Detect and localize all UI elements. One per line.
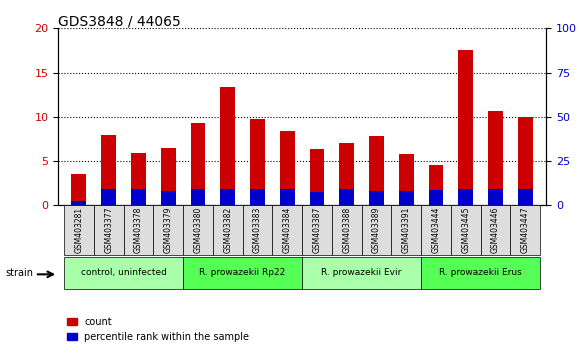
FancyBboxPatch shape [183,205,213,255]
Bar [518,188,533,205]
FancyBboxPatch shape [421,257,540,289]
FancyBboxPatch shape [64,205,94,255]
FancyBboxPatch shape [361,205,392,255]
Bar [250,119,265,205]
Text: GSM403382: GSM403382 [223,207,232,253]
Text: GSM403389: GSM403389 [372,207,381,253]
Bar [131,189,146,205]
FancyBboxPatch shape [480,205,511,255]
Bar [101,189,116,205]
Bar [399,191,414,205]
Text: GSM403383: GSM403383 [253,207,262,253]
Bar [458,50,474,205]
Text: GSM403377: GSM403377 [104,207,113,253]
Bar [518,117,533,205]
Bar [339,143,354,205]
Bar [161,148,175,205]
Bar [71,201,87,205]
Bar [191,123,206,205]
FancyBboxPatch shape [64,257,183,289]
FancyBboxPatch shape [511,205,540,255]
Bar [280,131,295,205]
FancyBboxPatch shape [153,205,183,255]
Text: GSM403387: GSM403387 [313,207,321,253]
Text: GSM403380: GSM403380 [193,207,202,253]
Bar [488,189,503,205]
Bar [71,175,87,205]
Bar [369,136,384,205]
Bar [220,188,235,205]
Bar [310,149,324,205]
FancyBboxPatch shape [272,205,302,255]
Legend: count, percentile rank within the sample: count, percentile rank within the sample [63,313,253,346]
FancyBboxPatch shape [243,205,272,255]
Text: GSM403388: GSM403388 [342,207,352,253]
Bar [458,188,474,205]
Text: GSM403446: GSM403446 [491,207,500,253]
FancyBboxPatch shape [421,205,451,255]
Text: GSM403281: GSM403281 [74,207,84,253]
Bar [131,153,146,205]
FancyBboxPatch shape [392,205,421,255]
Bar [280,188,295,205]
FancyBboxPatch shape [213,205,243,255]
Bar [191,188,206,205]
Text: GSM403447: GSM403447 [521,207,530,253]
Bar [488,111,503,205]
Bar [101,135,116,205]
Bar [339,189,354,205]
Text: GSM403391: GSM403391 [402,207,411,253]
Text: R. prowazekii Rp22: R. prowazekii Rp22 [199,268,286,277]
Text: strain: strain [6,268,34,278]
FancyBboxPatch shape [451,205,480,255]
Text: GSM403445: GSM403445 [461,207,470,253]
FancyBboxPatch shape [183,257,302,289]
Text: R. prowazekii Erus: R. prowazekii Erus [439,268,522,277]
Text: control, uninfected: control, uninfected [81,268,167,277]
FancyBboxPatch shape [124,205,153,255]
Text: GSM403444: GSM403444 [432,207,440,253]
FancyBboxPatch shape [302,257,421,289]
Bar [250,188,265,205]
Text: R. prowazekii Evir: R. prowazekii Evir [321,268,402,277]
Bar [429,190,443,205]
Bar [399,154,414,205]
Bar [220,87,235,205]
Text: GSM403378: GSM403378 [134,207,143,253]
Bar [429,165,443,205]
FancyBboxPatch shape [332,205,361,255]
Text: GSM403379: GSM403379 [164,207,173,253]
FancyBboxPatch shape [94,205,124,255]
Bar [369,191,384,205]
Bar [310,192,324,205]
Text: GDS3848 / 44065: GDS3848 / 44065 [58,14,181,28]
Bar [161,191,175,205]
FancyBboxPatch shape [302,205,332,255]
Text: GSM403384: GSM403384 [283,207,292,253]
